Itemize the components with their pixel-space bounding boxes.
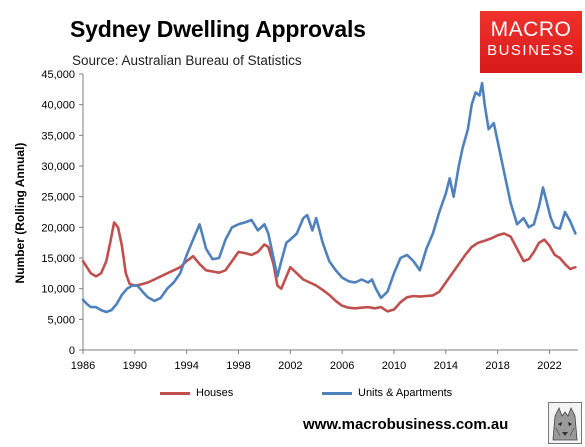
y-tick-label: 40,000	[41, 100, 75, 112]
website-url: www.macrobusiness.com.au	[303, 416, 509, 433]
macrobusiness-logo: MACRO BUSINESS	[480, 11, 582, 73]
legend-label-units: Units & Apartments	[358, 387, 453, 399]
x-tick-label: 2010	[382, 360, 406, 372]
chart-subtitle: Source: Australian Bureau of Statistics	[72, 53, 302, 68]
x-tick-label: 1986	[71, 360, 95, 372]
x-tick-label: 1994	[174, 360, 198, 372]
y-tick-label: 25,000	[41, 192, 75, 204]
x-tick-label: 2006	[330, 360, 354, 372]
logo-line-2: BUSINESS	[487, 42, 575, 59]
chart-ticks: 0 5,000 10,000 15,000 20,000 25,000 30,000 35,0…	[41, 69, 561, 372]
y-tick-label: 5,000	[47, 314, 75, 326]
logo-line-1: MACRO	[490, 18, 572, 41]
x-tick-label: 2002	[278, 360, 302, 372]
x-tick-label: 1990	[123, 360, 147, 372]
legend-label-houses: Houses	[196, 387, 234, 399]
x-tick-label: 2014	[434, 360, 458, 372]
wolf-logo-icon	[548, 402, 582, 444]
y-tick-label: 20,000	[41, 222, 75, 234]
chart-series	[81, 81, 577, 314]
chart-title: Sydney Dwelling Approvals	[70, 16, 366, 42]
y-tick-label: 10,000	[41, 284, 75, 296]
x-tick-label: 1998	[226, 360, 250, 372]
y-tick-label: 0	[69, 345, 75, 357]
y-tick-label: 30,000	[41, 161, 75, 173]
y-tick-label: 15,000	[41, 253, 75, 265]
legend-swatch-houses	[160, 391, 190, 395]
x-tick-label: 2018	[485, 360, 509, 372]
series-line-houses	[81, 221, 577, 313]
series-line-units	[81, 81, 577, 314]
legend-swatch-units	[322, 391, 352, 395]
chart-axes	[82, 74, 578, 351]
legend-item-units: Units & Apartments	[322, 387, 452, 399]
legend-item-houses: Houses	[160, 387, 233, 399]
y-tick-label: 45,000	[41, 69, 75, 81]
x-tick-label: 2022	[537, 360, 561, 372]
y-tick-label: 35,000	[41, 130, 75, 142]
